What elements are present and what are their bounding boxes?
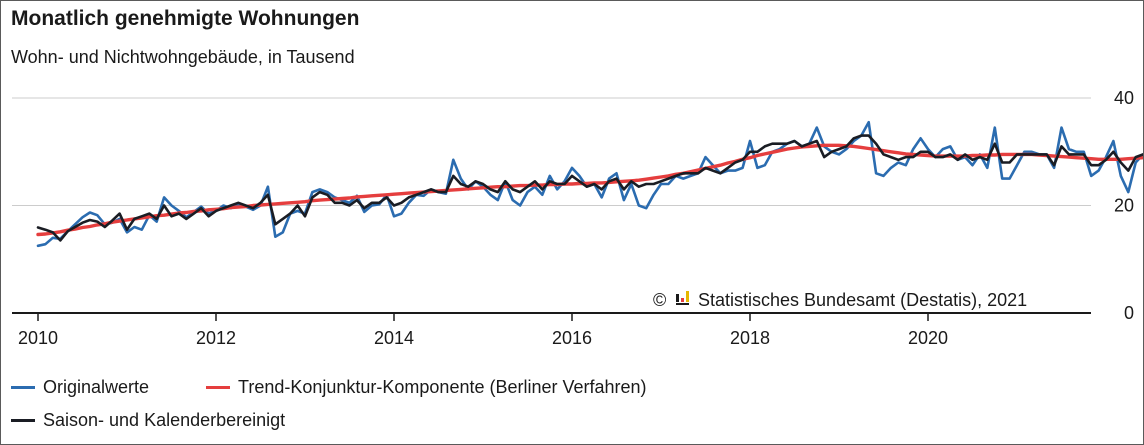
legend-swatch-seasonal: [11, 419, 35, 422]
x-tick-label: 2010: [18, 328, 58, 348]
copyright-symbol: ©: [653, 290, 666, 310]
y-tick-label: 20: [1114, 196, 1134, 216]
series-line-saisonbereinigt: [36, 134, 1143, 242]
legend-swatch-trend: [206, 386, 230, 389]
x-tick-label: 2014: [374, 328, 414, 348]
x-tick-label: 2016: [552, 328, 592, 348]
legend-item-seasonal: Saison- und Kalenderbereinigt: [11, 410, 285, 431]
series-line-originalwerte: [36, 120, 1143, 248]
legend-label-trend: Trend-Konjunktur-Komponente (Berliner Ve…: [238, 377, 647, 397]
source-credit: © Statistisches Bundesamt (Destatis), 20…: [653, 290, 1027, 310]
legend-item-original: Originalwerte: [11, 377, 149, 398]
x-tick-label: 2018: [730, 328, 770, 348]
source-text: Statistisches Bundesamt (Destatis), 2021: [698, 290, 1027, 310]
legend-label-seasonal: Saison- und Kalenderbereinigt: [43, 410, 286, 430]
y-tick-label: 0: [1124, 303, 1134, 323]
legend-item-trend: Trend-Konjunktur-Komponente (Berliner Ve…: [206, 377, 647, 398]
destatis-logo-icon: [676, 291, 689, 305]
legend-swatch-original: [11, 386, 35, 389]
series-line-trend: [36, 143, 1143, 237]
y-tick-label: 40: [1114, 88, 1134, 108]
grid-lines: [12, 97, 1091, 314]
x-tick-label: 2012: [196, 328, 236, 348]
chart-title: Monatlich genehmigte Wohnungen: [11, 7, 360, 30]
x-tick-labels: 2010 2012 2014 2016 2018 2020: [18, 313, 948, 348]
series-lines: [36, 120, 1143, 248]
legend-label-original: Originalwerte: [43, 377, 150, 397]
x-tick-label: 2020: [908, 328, 948, 348]
chart-subtitle: Wohn- und Nichtwohngebäude, in Tausend: [11, 47, 355, 67]
y-tick-labels: 0 20 40: [1114, 88, 1134, 323]
